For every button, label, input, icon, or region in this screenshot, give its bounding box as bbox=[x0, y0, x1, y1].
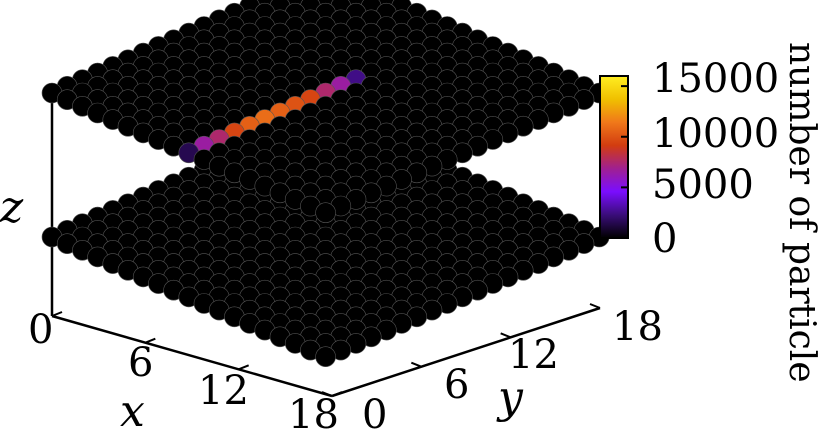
lattice-point bbox=[315, 346, 336, 368]
colorbar-tick-15000: 15000 bbox=[652, 56, 779, 102]
x-axis-label: x bbox=[120, 386, 145, 433]
colorbar-tick-10000: 10000 bbox=[652, 111, 779, 157]
x-tick-18: 18 bbox=[288, 392, 339, 433]
x-tick-12: 12 bbox=[198, 368, 249, 414]
colorbar bbox=[599, 75, 629, 239]
x-tick-mark bbox=[51, 311, 63, 317]
colorbar-tick-0: 0 bbox=[652, 216, 677, 262]
y-tick-6: 6 bbox=[444, 362, 469, 408]
top-layer bbox=[41, 0, 610, 223]
z-axis-label: z bbox=[0, 182, 24, 233]
y-axis-label: y bbox=[496, 372, 524, 423]
colorbar-gradient bbox=[599, 75, 629, 239]
y-tick-mark bbox=[500, 332, 512, 339]
colorbar-tick-5000: 5000 bbox=[652, 162, 754, 208]
x-axis-line bbox=[51, 314, 333, 398]
x-tick-0: 0 bbox=[28, 307, 53, 353]
y-tick-mark bbox=[321, 391, 333, 397]
lattice-point bbox=[315, 202, 336, 223]
y-tick-0: 0 bbox=[362, 392, 387, 433]
y-tick-12: 12 bbox=[508, 332, 559, 378]
colorbar-label: number of particle bbox=[781, 42, 822, 383]
x-tick-mark bbox=[238, 364, 250, 371]
y-tick-18: 18 bbox=[612, 304, 663, 350]
y-tick-mark bbox=[589, 303, 601, 309]
y-tick-mark bbox=[410, 361, 422, 368]
x-tick-mark bbox=[331, 391, 343, 397]
x-tick-6: 6 bbox=[128, 340, 153, 386]
axes bbox=[50, 93, 601, 398]
y-axis-line bbox=[331, 306, 601, 398]
x-tick-mark bbox=[144, 337, 156, 344]
